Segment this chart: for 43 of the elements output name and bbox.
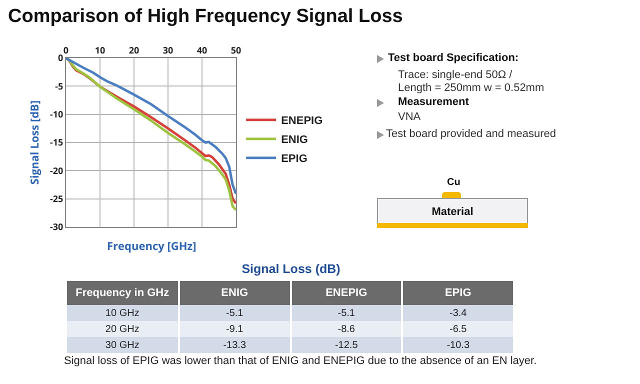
text: Test board provided and measured [386,128,556,140]
data-label: -13.3 [178,337,290,353]
data-label: -5.1 [178,305,290,321]
category-label: 30 GHz [67,337,179,353]
y-tick-label: -30 [50,220,64,234]
y-tick-label: -20 [50,164,64,177]
data-label: -5.1 [290,305,402,321]
y-tick-label: -25 [50,192,64,205]
y-axis-title: Signal Loss [dB] [28,100,43,185]
text: Signal Loss (dB) [240,262,342,276]
category-label: 10 GHz [67,305,179,321]
text: Frequency in GHz [67,281,179,305]
data-label: -8.6 [290,321,402,337]
data-label: -9.1 [178,321,290,337]
text: Measurement [398,96,469,108]
category-label: 20 GHz [67,321,179,337]
text: Trace: single-end 50Ω / [398,69,512,81]
data-label: -3.4 [402,305,514,321]
text: Signal loss of EPIG was lower than that of ENIG and ENEPIG due to the absence of an EN layer. [64,355,537,367]
legend-label: ENIG [281,134,308,146]
legend-label: ENEPIG [281,115,323,128]
x-tick-label: 50 [230,43,242,56]
x-tick-label: 40 [196,43,208,56]
legend-label: EPIG [281,153,308,166]
x-tick-label: 10 [94,43,106,56]
x-axis-title: Frequency [GHz] [107,239,196,254]
y-tick-label: -5 [55,79,64,92]
series-label: ENEPIG [290,281,402,305]
chart-title: Comparison of High Frequency Signal Loss [8,6,403,28]
data-label: -12.5 [290,337,402,353]
y-tick-label: -15 [50,136,64,149]
text: VNA [398,111,421,123]
text: Material [430,206,474,218]
series-label: EPIG [402,281,514,305]
text: Cu [447,177,460,188]
x-tick-label: 30 [162,43,174,56]
data-label: -10.3 [402,337,514,353]
text: Length = 250mm w = 0.52mm [398,82,544,94]
y-tick-label: -10 [50,107,64,120]
x-tick-label: 20 [128,43,140,56]
series-label: ENIG [178,281,290,305]
data-label: -6.5 [402,321,514,337]
text: Test board Specification: [388,52,519,64]
